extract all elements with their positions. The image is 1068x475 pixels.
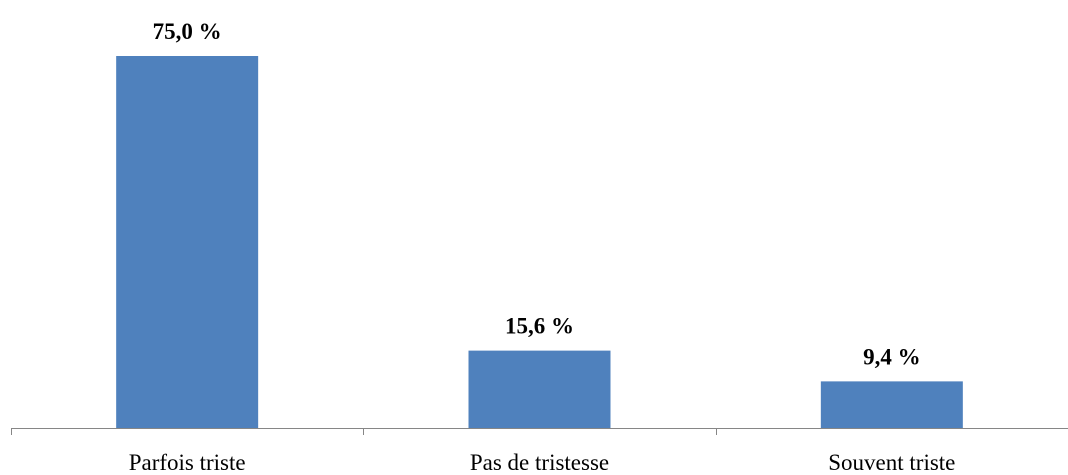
category-label-1: Parfois triste	[129, 450, 246, 475]
bar-2	[468, 350, 611, 428]
bar-3	[820, 381, 963, 428]
bars-layer	[116, 56, 963, 428]
x-axis	[11, 428, 1068, 435]
data-label-3: 9,4 %	[863, 344, 921, 369]
labels-layer: 75,0 % Parfois triste 15,6 % Pas de tristes…	[129, 19, 956, 475]
category-label-3: Souvent triste	[828, 450, 955, 475]
category-label-2: Pas de tristesse	[470, 450, 609, 475]
bar-1	[116, 56, 259, 428]
data-label-1: 75,0 %	[153, 19, 222, 44]
data-label-2: 15,6 %	[505, 314, 574, 339]
